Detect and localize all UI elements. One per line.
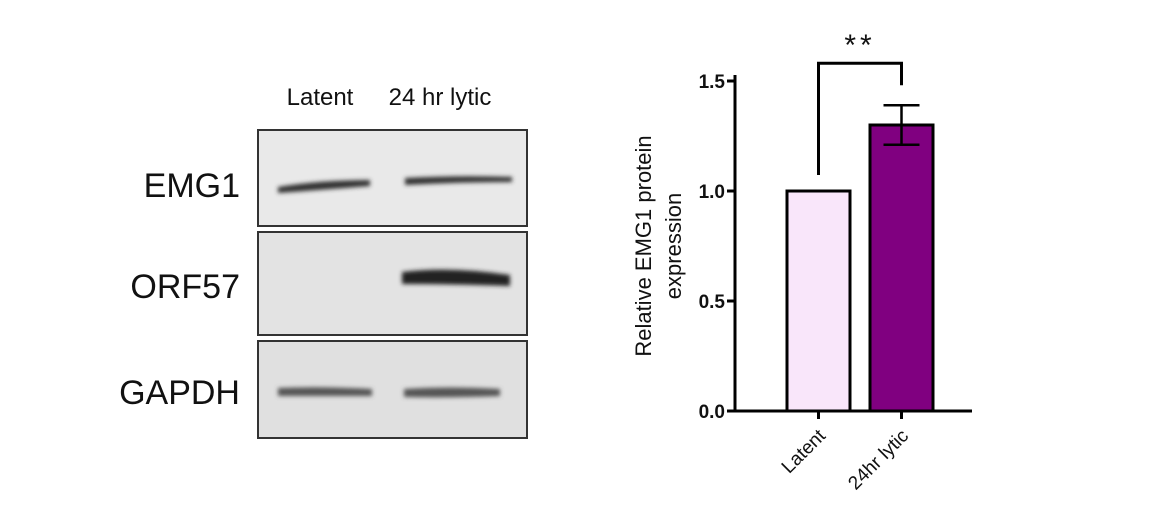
significance-label: ** — [844, 29, 875, 62]
bar — [785, 189, 852, 413]
y-tick-label: 1.5 — [699, 72, 726, 93]
y-tick-label: 0.5 — [699, 292, 726, 313]
lane-label: 24 hr lytic — [389, 84, 492, 111]
x-tick-label: 24hr lytic — [844, 426, 913, 495]
x-tick-label: Latent — [778, 425, 831, 478]
row-label: EMG1 — [144, 167, 240, 205]
error-bar — [883, 103, 920, 147]
y-axis-label: expression — [661, 193, 686, 299]
y-tick-label: 0.0 — [699, 402, 725, 423]
bar — [868, 123, 935, 413]
bands — [278, 176, 512, 398]
y-tick-label: 1.0 — [699, 182, 725, 203]
y-axis-label: Relative EMG1 protein — [631, 135, 656, 356]
significance-bracket — [817, 61, 903, 175]
row-label: ORF57 — [130, 268, 240, 306]
bar-chart: 0.0 0.5 1.0 1.5 Relative EMG1 protein express… — [631, 29, 972, 494]
western-blot: Latent 24 hr lytic EMG1 ORF57 GAPDH — [119, 84, 528, 439]
row-label: GAPDH — [119, 374, 240, 412]
lane-label: Latent — [287, 84, 354, 111]
